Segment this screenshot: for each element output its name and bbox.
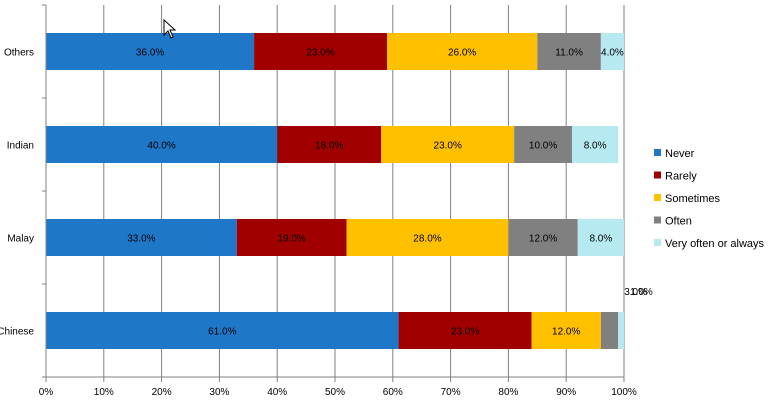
bar-chinese-sometimes bbox=[531, 312, 601, 349]
bar-malay-very-often-or-always bbox=[577, 219, 624, 256]
bar-malay-rarely bbox=[236, 219, 347, 256]
data-label-malay-sometimes: 28.0% bbox=[413, 234, 441, 245]
data-label-others-very-often-or-always: 4.0% bbox=[601, 48, 624, 59]
bar-chinese-rarely bbox=[398, 312, 532, 349]
legend-label-never: Never bbox=[665, 148, 695, 160]
data-label-others-never: 36.0% bbox=[136, 48, 164, 59]
category-label-chinese: Chinese bbox=[0, 327, 34, 338]
x-tick-label: 30% bbox=[209, 387, 229, 398]
data-label-chinese-very-often-or-always: 1.0% bbox=[630, 287, 653, 298]
x-tick-label: 50% bbox=[325, 387, 345, 398]
bar-indian-rarely bbox=[277, 126, 382, 163]
mouse-cursor-icon bbox=[163, 19, 177, 39]
x-tick-label: 70% bbox=[441, 387, 461, 398]
data-labels: 36.0% 23.0% 26.0% 11.0% 4.0% 40.0% 18.0% 23.0% 1… bbox=[127, 48, 653, 338]
data-label-malay-rarely: 19.0% bbox=[277, 234, 305, 245]
bar-chinese-never bbox=[46, 312, 399, 349]
x-tick-label: 40% bbox=[267, 387, 287, 398]
bar-malay-often bbox=[508, 219, 578, 256]
data-label-malay-never: 33.0% bbox=[127, 234, 155, 245]
data-label-indian-rarely: 18.0% bbox=[315, 141, 343, 152]
bar-indian-sometimes bbox=[381, 126, 515, 163]
bar-others-very-often-or-always bbox=[600, 33, 624, 70]
legend-swatch-rarely bbox=[654, 171, 661, 179]
x-tick-label: 20% bbox=[152, 387, 172, 398]
legend-swatch-sometimes bbox=[654, 194, 661, 201]
category-label-indian: Indian bbox=[7, 141, 34, 152]
legend-swatch-never bbox=[654, 149, 661, 156]
bar-indian-often bbox=[514, 126, 572, 163]
legend-swatch-very-often-or-always bbox=[654, 239, 661, 246]
data-label-indian-sometimes: 23.0% bbox=[434, 141, 462, 152]
data-label-others-rarely: 23.0% bbox=[306, 48, 334, 59]
bar-chinese-very-often-or-always bbox=[618, 312, 624, 349]
axes: 0% 10% 20% 30% 40% 50% 60% 70% 80% 90% 100% Others I… bbox=[0, 4, 637, 398]
data-label-malay-very-often-or-always: 8.0% bbox=[589, 234, 612, 245]
bar-others-sometimes bbox=[387, 33, 538, 70]
bar-others-never bbox=[46, 33, 255, 70]
data-label-others-often: 11.0% bbox=[555, 48, 583, 59]
legend-label-very-often-or-always: Very often or always bbox=[665, 238, 765, 250]
legend-label-sometimes: Sometimes bbox=[665, 193, 721, 205]
data-label-chinese-often: 3.0% bbox=[624, 287, 647, 298]
legend-swatch-often bbox=[654, 216, 661, 224]
data-label-chinese-rarely: 23.0% bbox=[451, 327, 479, 338]
bars bbox=[46, 33, 624, 349]
legend-label-rarely: Rarely bbox=[665, 171, 697, 183]
category-label-malay: Malay bbox=[7, 234, 34, 245]
x-tick-label: 0% bbox=[39, 387, 54, 398]
data-label-chinese-never: 61.0% bbox=[208, 327, 236, 338]
x-tick-label: 90% bbox=[556, 387, 576, 398]
data-label-indian-never: 40.0% bbox=[147, 141, 175, 152]
data-label-malay-often: 12.0% bbox=[529, 234, 557, 245]
bar-indian-never bbox=[46, 126, 278, 163]
x-tick-label: 100% bbox=[611, 387, 637, 398]
x-tick-label: 60% bbox=[383, 387, 403, 398]
x-tick-label: 10% bbox=[94, 387, 114, 398]
bar-others-rarely bbox=[254, 33, 388, 70]
data-label-indian-very-often-or-always: 8.0% bbox=[584, 141, 607, 152]
bar-others-often bbox=[537, 33, 601, 70]
legend-label-often: Often bbox=[665, 216, 692, 228]
x-tick-label: 80% bbox=[498, 387, 518, 398]
bar-chinese-often bbox=[600, 312, 619, 349]
legend: Never Rarely Sometimes Often Very often or a… bbox=[654, 148, 765, 250]
data-label-indian-often: 10.0% bbox=[529, 141, 557, 152]
category-label-others: Others bbox=[4, 48, 34, 59]
data-label-others-sometimes: 26.0% bbox=[448, 48, 476, 59]
data-label-chinese-sometimes: 12.0% bbox=[552, 327, 580, 338]
bar-malay-sometimes bbox=[346, 219, 509, 256]
bar-indian-very-often-or-always bbox=[571, 126, 619, 163]
bar-malay-never bbox=[46, 219, 237, 256]
